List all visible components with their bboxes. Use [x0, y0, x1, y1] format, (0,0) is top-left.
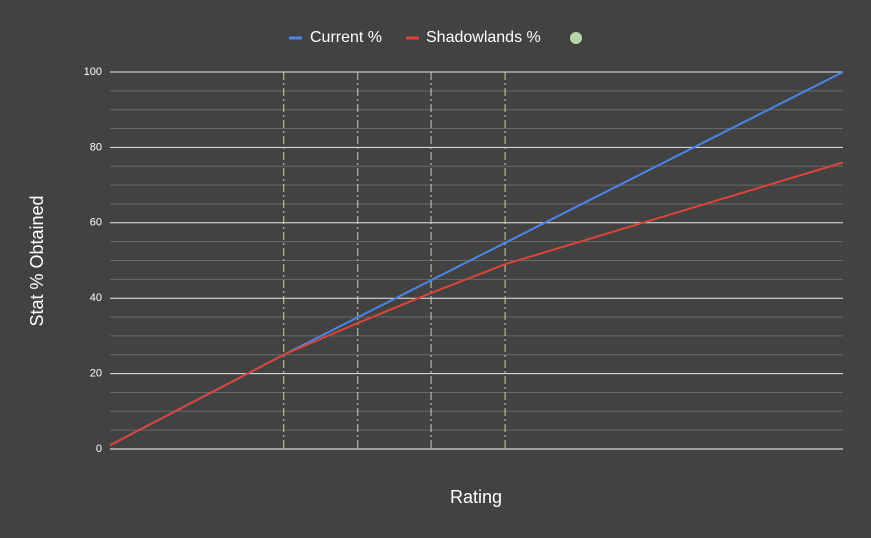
legend: Current % Shadowlands %	[289, 29, 541, 46]
y-tick-label: 20	[90, 368, 102, 380]
series-line	[109, 161, 844, 447]
y-tick-label: 40	[90, 292, 102, 304]
y-tick-label: 100	[84, 66, 102, 78]
x-axis-label: Rating	[450, 487, 502, 507]
legend-marker	[570, 32, 582, 44]
legend-label: Shadowlands %	[426, 29, 541, 46]
y-tick-label: 60	[90, 217, 102, 229]
legend-label: Current %	[310, 29, 382, 46]
y-axis-label: Stat % Obtained	[27, 195, 47, 326]
y-tick-label: 0	[96, 443, 102, 455]
y-tick-label: 80	[90, 141, 102, 153]
